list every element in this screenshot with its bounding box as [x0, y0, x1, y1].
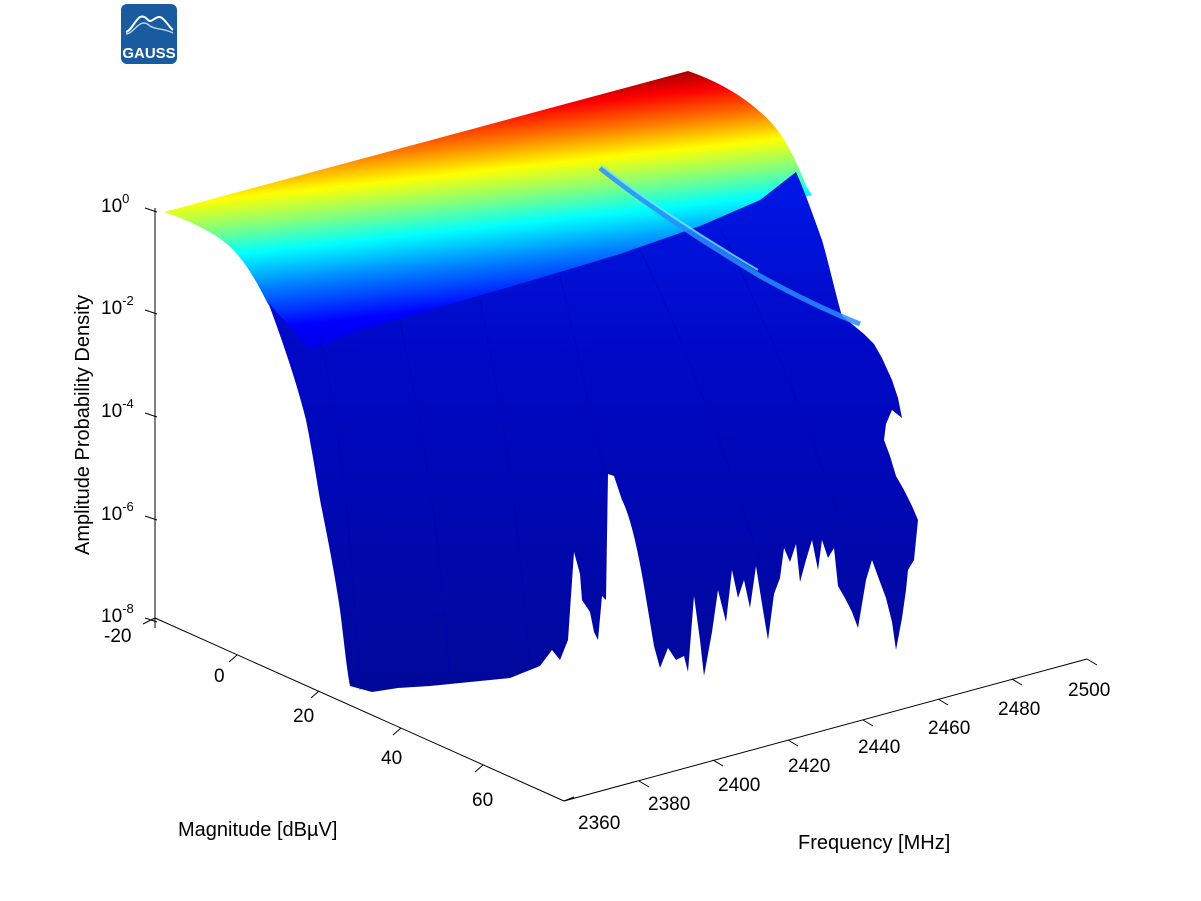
- facet-line-3: [559, 275, 605, 471]
- y-tick-0: [142, 617, 156, 625]
- surface-top: [164, 71, 812, 352]
- x-tick-2: [712, 759, 724, 767]
- x-tick-3: [787, 739, 799, 747]
- surface-facets: [319, 227, 841, 691]
- x-tick-label-2: 2400: [718, 775, 760, 796]
- y-tick-label-4: 60: [472, 790, 493, 811]
- x-tick-label-5: 2460: [928, 718, 970, 739]
- z-tick-label-4-exp: -8: [122, 601, 134, 616]
- z-tick-2: [144, 412, 158, 418]
- gauss-logo-text: GAUSS: [122, 45, 175, 62]
- x-tick-label-1: 2380: [648, 794, 690, 815]
- x-tick-5: [937, 698, 949, 706]
- facet-line-0: [319, 339, 361, 691]
- y-tick-label-2: 20: [293, 706, 314, 727]
- x-axis: 2360 2380 2400 2420 2440 2460 2480 2500 …: [563, 658, 1110, 854]
- z-tick-label-2: 10-4: [101, 396, 134, 422]
- y-tick-label-3: 40: [381, 748, 402, 769]
- gauss-logo-curve-icon: [125, 15, 174, 33]
- z-tick-label-1-exp: -2: [122, 293, 134, 308]
- y-tick-label-1: 0: [214, 666, 225, 687]
- y-tick-3: [392, 727, 402, 736]
- surface-ridge: [598, 166, 861, 327]
- z-tick-label-3: 10-6: [101, 499, 134, 525]
- z-tick-3: [144, 515, 158, 521]
- y-tick-1: [228, 654, 238, 663]
- facet-line-2: [479, 299, 531, 671]
- z-tick-label-0-base: 10: [101, 196, 122, 217]
- y-axis-line: [154, 617, 565, 802]
- x-axis-label: Frequency [MHz]: [798, 832, 950, 854]
- x-tick-label-0: 2360: [578, 813, 620, 834]
- z-tick-label-1: 10-2: [101, 293, 134, 319]
- z-tick-label-1-base: 10: [101, 298, 122, 319]
- x-tick-7: [1086, 658, 1098, 666]
- x-tick-0: [563, 796, 575, 802]
- z-tick-1: [144, 309, 158, 315]
- z-tick-label-3-exp: -6: [122, 499, 134, 514]
- z-axis: 100 10-2 10-4 10-6 10-8 Amplitude Probab…: [72, 191, 158, 628]
- x-tick-label-6: 2480: [998, 699, 1040, 720]
- x-tick-6: [1011, 678, 1023, 686]
- z-tick-label-2-base: 10: [101, 401, 122, 422]
- x-tick-4: [862, 719, 874, 727]
- surface-front-wall: [268, 172, 918, 692]
- x-tick-label-4: 2440: [858, 737, 900, 758]
- x-axis-line: [563, 658, 1088, 802]
- z-tick-label-2-exp: -4: [122, 396, 134, 411]
- surface-plot: [164, 71, 918, 692]
- z-tick-label-0-exp: 0: [122, 191, 129, 206]
- z-tick-0: [144, 207, 158, 213]
- gauss-logo-curve2-icon: [125, 22, 174, 35]
- gauss-logo: GAUSS: [121, 4, 177, 64]
- z-axis-label: Amplitude Probability Density: [72, 295, 94, 555]
- facet-line-4: [639, 249, 761, 561]
- y-tick-4: [474, 764, 484, 773]
- facet-line-1: [399, 321, 451, 685]
- y-axis: -20 0 20 40 60 Magnitude [dBµV]: [104, 617, 565, 841]
- surface-ridge-highlight: [601, 165, 759, 271]
- x-tick-label-3: 2420: [788, 756, 830, 777]
- z-tick-label-3-base: 10: [101, 504, 122, 525]
- z-tick-label-0: 100: [101, 191, 129, 217]
- y-tick-2: [310, 690, 320, 699]
- x-tick-1: [638, 780, 650, 788]
- z-tick-label-4-base: 10: [101, 606, 122, 627]
- y-tick-label-0: -20: [104, 626, 131, 647]
- z-tick-label-4: 10-8: [101, 601, 134, 627]
- y-axis-label: Magnitude [dBµV]: [178, 819, 337, 841]
- x-tick-label-7: 2500: [1068, 680, 1110, 701]
